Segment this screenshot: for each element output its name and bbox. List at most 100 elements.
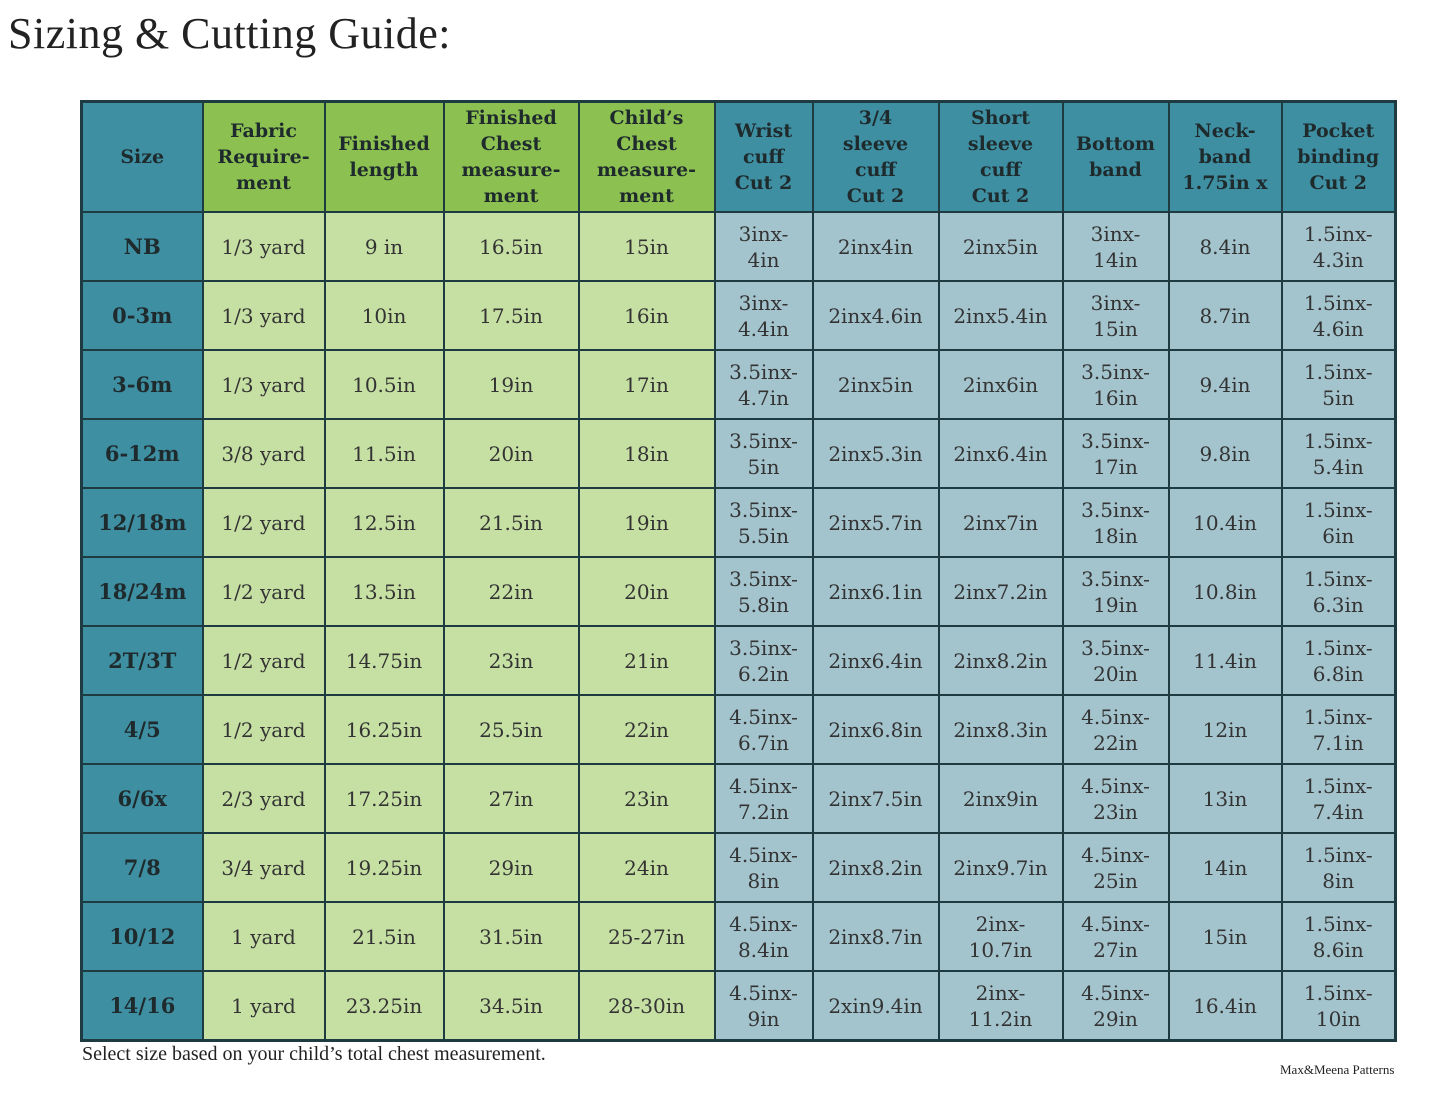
- table-cell: 4.5inx- 9in: [713, 970, 814, 1042]
- table-cell: 23.25in: [323, 970, 445, 1042]
- table-cell: 2inx6.1in: [811, 556, 940, 627]
- table-cell: 4.5inx- 25in: [1061, 832, 1170, 903]
- column-header: Pocket binding Cut 2: [1280, 100, 1397, 213]
- table-cell: 4.5inx- 8in: [713, 832, 814, 903]
- table-row: 10/12 1 yard 21.5in 31.5in 25-27in 4.5inx- 8.…: [80, 901, 1397, 972]
- table-cell: 3.5inx- 17in: [1061, 418, 1170, 489]
- table-cell: 3.5inx- 5.5in: [713, 487, 814, 558]
- table-cell: 22in: [442, 556, 580, 627]
- table-cell: 4.5inx- 29in: [1061, 970, 1170, 1042]
- table-cell: 3.5inx- 19in: [1061, 556, 1170, 627]
- title: Sizing & Cutting Guide:: [8, 9, 451, 58]
- table-cell: 3.5inx- 16in: [1061, 349, 1170, 420]
- table-cell: 10.4in: [1167, 487, 1283, 558]
- table-cell: 13in: [1167, 763, 1283, 834]
- size-cell: 18/24m: [80, 556, 204, 627]
- table-cell: 1/3 yard: [201, 349, 326, 420]
- table-cell: 2inx5in: [937, 211, 1064, 282]
- table-cell: 2inx7in: [937, 487, 1064, 558]
- table-cell: 18in: [577, 418, 716, 489]
- table-cell: 2/3 yard: [201, 763, 326, 834]
- size-cell: 3-6m: [80, 349, 204, 420]
- table-cell: 1.5inx- 7.1in: [1280, 694, 1397, 765]
- table-cell: 2inx7.5in: [811, 763, 940, 834]
- table-cell: 2xin9.4in: [811, 970, 940, 1042]
- table-cell: 31.5in: [442, 901, 580, 972]
- table-cell: 17in: [577, 349, 716, 420]
- column-header: Neck- band 1.75in x: [1167, 100, 1283, 213]
- table-cell: 1.5inx- 6.8in: [1280, 625, 1397, 696]
- table-cell: 2inx8.3in: [937, 694, 1064, 765]
- table-cell: 2inx5.3in: [811, 418, 940, 489]
- table-row: 4/5 1/2 yard 16.25in 25.5in 22in 4.5inx- 6.7i…: [80, 694, 1397, 765]
- table-cell: 2inx6.4in: [937, 418, 1064, 489]
- table-cell: 29in: [442, 832, 580, 903]
- table-cell: 3.5inx- 5.8in: [713, 556, 814, 627]
- table-cell: 17.5in: [442, 280, 580, 351]
- table-cell: 3/4 yard: [201, 832, 326, 903]
- column-header: 3/4 sleeve cuff Cut 2: [811, 100, 940, 213]
- footnote: Select size based on your child’s total …: [82, 1043, 546, 1065]
- size-cell: NB: [80, 211, 204, 282]
- table-cell: 12.5in: [323, 487, 445, 558]
- table-row: 2T/3T 1/2 yard 14.75in 23in 21in 3.5inx- 6.2i…: [80, 625, 1397, 696]
- table-cell: 1/3 yard: [201, 211, 326, 282]
- table-cell: 1.5inx- 8in: [1280, 832, 1397, 903]
- column-header: Child’s Chest measure- ment: [577, 100, 716, 213]
- table-cell: 3.5inx- 20in: [1061, 625, 1170, 696]
- table-cell: 2inx5.7in: [811, 487, 940, 558]
- table-cell: 2inx- 11.2in: [937, 970, 1064, 1042]
- table-cell: 14in: [1167, 832, 1283, 903]
- table-cell: 11.4in: [1167, 625, 1283, 696]
- table-cell: 1.5inx- 5in: [1280, 349, 1397, 420]
- table-cell: 16.5in: [442, 211, 580, 282]
- table-cell: 2inx6.4in: [811, 625, 940, 696]
- table-cell: 2inx- 10.7in: [937, 901, 1064, 972]
- table-cell: 34.5in: [442, 970, 580, 1042]
- column-header: Bottom band: [1061, 100, 1170, 213]
- table-row: 18/24m 1/2 yard 13.5in 22in 20in 3.5inx- 5.8i…: [80, 556, 1397, 627]
- table-cell: 2inx4.6in: [811, 280, 940, 351]
- table-cell: 1.5inx- 5.4in: [1280, 418, 1397, 489]
- table-cell: 2inx9.7in: [937, 832, 1064, 903]
- table-cell: 8.4in: [1167, 211, 1283, 282]
- table-cell: 16.25in: [323, 694, 445, 765]
- size-cell: 7/8: [80, 832, 204, 903]
- table-cell: 4.5inx- 27in: [1061, 901, 1170, 972]
- table-cell: 14.75in: [323, 625, 445, 696]
- table-cell: 1/3 yard: [201, 280, 326, 351]
- table-cell: 21.5in: [442, 487, 580, 558]
- table-cell: 27in: [442, 763, 580, 834]
- table-cell: 1/2 yard: [201, 625, 326, 696]
- table-cell: 2inx8.7in: [811, 901, 940, 972]
- table-cell: 25.5in: [442, 694, 580, 765]
- header-row: Size Fabric Require- ment Finished length F…: [80, 100, 1397, 213]
- table-cell: 2inx5in: [811, 349, 940, 420]
- table-cell: 1.5inx- 8.6in: [1280, 901, 1397, 972]
- table-row: 7/8 3/4 yard 19.25in 29in 24in 4.5inx- 8in 2in…: [80, 832, 1397, 903]
- table-cell: 10in: [323, 280, 445, 351]
- table-cell: 4.5inx- 22in: [1061, 694, 1170, 765]
- table-cell: 1 yard: [201, 901, 326, 972]
- table-row: NB 1/3 yard 9 in 16.5in 15in 3inx- 4in 2inx4in…: [80, 211, 1397, 282]
- table-cell: 1/2 yard: [201, 487, 326, 558]
- table-cell: 20in: [442, 418, 580, 489]
- table-cell: 16in: [577, 280, 716, 351]
- table-row: 0-3m 1/3 yard 10in 17.5in 16in 3inx- 4.4in 2in…: [80, 280, 1397, 351]
- table-cell: 3inx- 14in: [1061, 211, 1170, 282]
- column-header: Finished length: [323, 100, 445, 213]
- table-row: 6-12m 3/8 yard 11.5in 20in 18in 3.5inx- 5in 2i…: [80, 418, 1397, 489]
- size-cell: 14/16: [80, 970, 204, 1042]
- table-cell: 3/8 yard: [201, 418, 326, 489]
- column-header: Short sleeve cuff Cut 2: [937, 100, 1064, 213]
- table-cell: 3inx- 15in: [1061, 280, 1170, 351]
- table-cell: 2inx7.2in: [937, 556, 1064, 627]
- table-cell: 2inx6.8in: [811, 694, 940, 765]
- table-cell: 23in: [442, 625, 580, 696]
- table-cell: 17.25in: [323, 763, 445, 834]
- table-cell: 13.5in: [323, 556, 445, 627]
- table-cell: 1.5inx- 10in: [1280, 970, 1397, 1042]
- table-cell: 23in: [577, 763, 716, 834]
- table-cell: 9 in: [323, 211, 445, 282]
